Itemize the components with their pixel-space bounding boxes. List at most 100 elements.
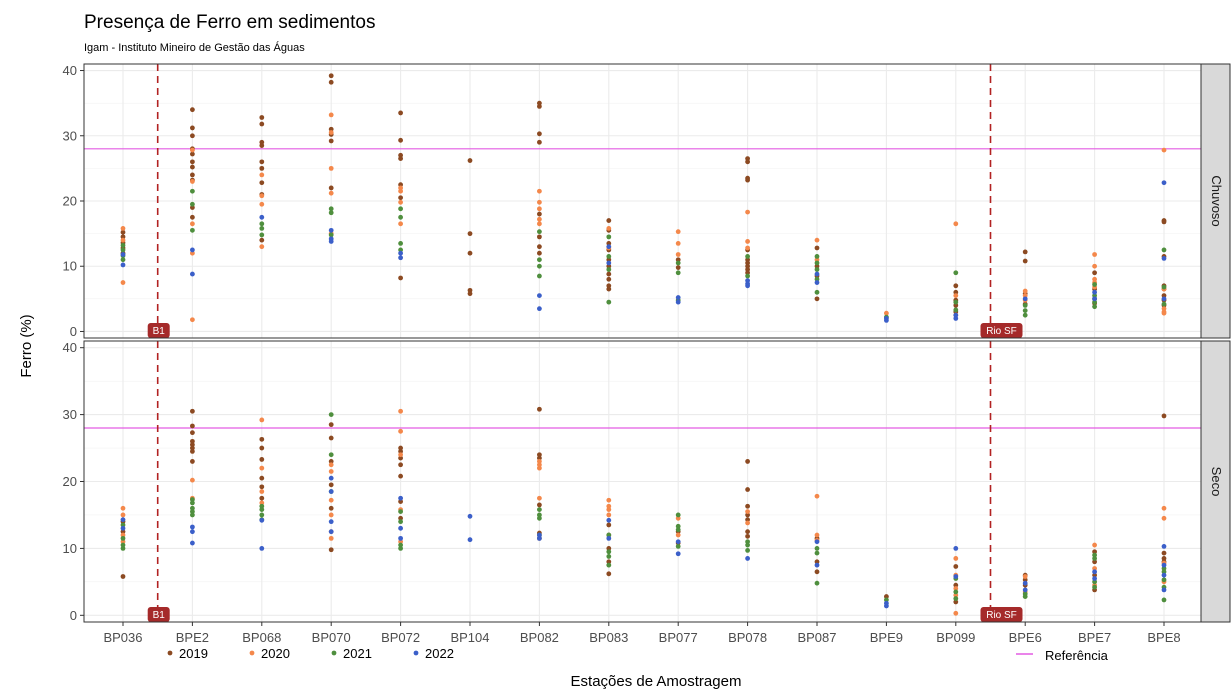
data-point bbox=[675, 532, 681, 538]
data-point bbox=[398, 408, 403, 414]
data-point bbox=[328, 505, 334, 511]
data-point bbox=[398, 509, 403, 515]
data-point bbox=[537, 229, 542, 235]
data-point bbox=[745, 517, 750, 523]
data-point bbox=[745, 520, 750, 526]
data-point bbox=[398, 495, 403, 501]
data-point bbox=[537, 306, 542, 312]
data-point bbox=[259, 417, 265, 423]
data-point bbox=[814, 546, 820, 551]
data-point bbox=[537, 455, 542, 461]
data-point bbox=[606, 276, 612, 282]
data-point bbox=[1092, 556, 1097, 561]
data-point bbox=[953, 610, 959, 616]
data-point bbox=[1161, 247, 1167, 253]
data-point bbox=[537, 532, 542, 538]
data-point bbox=[259, 244, 265, 250]
data-point bbox=[328, 452, 334, 458]
data-point bbox=[120, 237, 126, 243]
data-point bbox=[537, 206, 542, 212]
data-point bbox=[745, 503, 750, 509]
data-point bbox=[675, 295, 681, 300]
data-point bbox=[1161, 543, 1167, 549]
data-point bbox=[537, 234, 542, 240]
data-point bbox=[398, 199, 403, 205]
data-point bbox=[120, 280, 126, 285]
data-point bbox=[814, 580, 820, 586]
x-tick-label: BP082 bbox=[520, 630, 559, 645]
data-point bbox=[259, 500, 265, 506]
data-point bbox=[1092, 584, 1097, 590]
data-point bbox=[745, 539, 750, 545]
data-point bbox=[537, 211, 542, 217]
data-point bbox=[537, 139, 542, 145]
y-tick-label: 10 bbox=[63, 541, 77, 556]
x-tick-label: BP036 bbox=[103, 630, 142, 645]
data-point bbox=[745, 239, 750, 244]
data-point bbox=[398, 546, 403, 551]
data-point bbox=[606, 517, 612, 523]
data-point bbox=[606, 286, 612, 292]
data-point bbox=[745, 177, 750, 183]
data-point bbox=[814, 237, 820, 243]
data-point bbox=[675, 543, 681, 549]
divider-label-bg bbox=[980, 323, 1023, 338]
data-point bbox=[953, 316, 959, 321]
data-point bbox=[606, 271, 612, 277]
data-point bbox=[814, 280, 820, 285]
data-point bbox=[259, 507, 265, 512]
data-point bbox=[328, 512, 334, 518]
data-point bbox=[745, 159, 750, 165]
data-point bbox=[675, 512, 681, 518]
x-tick-label: BP078 bbox=[728, 630, 767, 645]
data-point bbox=[606, 254, 612, 259]
data-point bbox=[953, 596, 959, 601]
data-point bbox=[537, 535, 542, 541]
data-point bbox=[259, 221, 265, 227]
data-point bbox=[606, 218, 612, 223]
data-point bbox=[745, 273, 750, 279]
data-point bbox=[1022, 288, 1028, 294]
data-point bbox=[814, 532, 820, 538]
data-point bbox=[814, 289, 820, 295]
data-point bbox=[606, 554, 612, 559]
data-point bbox=[398, 448, 403, 454]
data-point bbox=[398, 137, 403, 143]
legend-item-2022: 2022 bbox=[413, 646, 454, 661]
data-point bbox=[814, 562, 820, 568]
data-point bbox=[398, 542, 403, 548]
data-point bbox=[1161, 284, 1167, 290]
x-tick-label: BP099 bbox=[936, 630, 975, 645]
data-point bbox=[120, 242, 126, 248]
data-point bbox=[398, 156, 403, 161]
data-point bbox=[190, 247, 195, 253]
data-point bbox=[675, 551, 681, 557]
data-point bbox=[1022, 577, 1028, 583]
data-point bbox=[328, 475, 334, 481]
data-point bbox=[328, 519, 334, 525]
data-point bbox=[1161, 597, 1167, 603]
data-point bbox=[120, 512, 126, 518]
data-point bbox=[884, 603, 889, 609]
data-point bbox=[745, 542, 750, 548]
x-tick-label: BPE6 bbox=[1009, 630, 1042, 645]
data-point bbox=[328, 73, 334, 79]
data-point bbox=[398, 445, 403, 451]
data-point bbox=[1092, 552, 1097, 558]
data-point bbox=[675, 252, 681, 257]
data-point bbox=[606, 562, 612, 568]
data-point bbox=[745, 512, 750, 518]
data-point bbox=[328, 462, 334, 468]
data-point bbox=[190, 438, 195, 444]
data-point bbox=[328, 412, 334, 417]
data-point bbox=[190, 509, 195, 515]
data-point bbox=[120, 532, 126, 538]
data-point bbox=[467, 537, 473, 543]
data-point bbox=[259, 457, 265, 462]
data-point bbox=[1161, 505, 1167, 511]
data-point bbox=[537, 406, 542, 412]
x-tick-label: BP072 bbox=[381, 630, 420, 645]
data-point bbox=[537, 462, 542, 468]
data-point bbox=[606, 234, 612, 240]
panel-seco: B1 Rio SF 0 10 20 30 40 Seco bbox=[63, 340, 1231, 623]
